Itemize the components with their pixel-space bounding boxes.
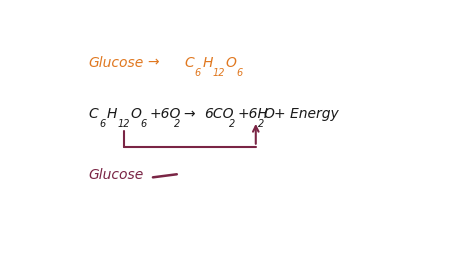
Text: 6: 6 [99, 119, 105, 129]
Text: C: C [184, 56, 194, 70]
Text: 12: 12 [117, 119, 130, 129]
Text: 6: 6 [141, 119, 147, 129]
Text: 12: 12 [213, 68, 225, 78]
Text: C: C [89, 107, 99, 121]
Text: →: → [147, 56, 159, 70]
Text: 2: 2 [258, 119, 264, 129]
Text: →: → [183, 107, 195, 121]
Text: H: H [202, 56, 213, 70]
Text: +6H: +6H [237, 107, 268, 121]
Text: O: O [225, 56, 236, 70]
Text: 6CO: 6CO [204, 107, 234, 121]
Text: 2: 2 [229, 119, 235, 129]
Text: 6: 6 [236, 68, 242, 78]
Text: +6O: +6O [149, 107, 181, 121]
Text: 6: 6 [194, 68, 201, 78]
Text: Glucose: Glucose [89, 56, 144, 70]
Text: H: H [107, 107, 118, 121]
Text: Glucose: Glucose [89, 168, 144, 182]
Text: O: O [130, 107, 141, 121]
Text: 2: 2 [174, 119, 180, 129]
Text: O: O [264, 107, 275, 121]
Text: + Energy: + Energy [274, 107, 339, 121]
